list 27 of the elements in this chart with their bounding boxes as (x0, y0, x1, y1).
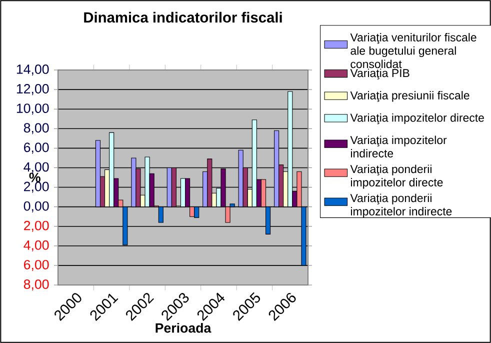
y-tick-label: 2,00 (24, 182, 49, 193)
bar (95, 140, 101, 208)
y-tick-label: 8,00 (24, 280, 49, 291)
bar (158, 206, 164, 223)
y-axis-title: % (29, 172, 40, 182)
y-tick-label: 6,00 (24, 142, 49, 154)
y-tick-label: 0,00 (24, 201, 49, 212)
chart-title: Dinamica indicatorilor fiscali (84, 12, 282, 23)
y-tick-label: 4,00 (24, 240, 49, 252)
legend-label: Variaţia veniturilor fiscale ale bugetului general consolidat (350, 33, 476, 68)
bar (252, 120, 257, 208)
y-tick-label: 4,00 (24, 162, 49, 174)
legend-label: Variaţia ponderii impozitelor directe (350, 164, 443, 189)
legend-label: Variaţia ponderii impozitelor indirecte (350, 194, 452, 218)
y-tick-label: 10,00 (16, 104, 49, 115)
y-tick-label: 14,00 (16, 64, 49, 76)
legend-label: Variaţia impozitelor directe (350, 113, 484, 124)
y-tick-label: 6,00 (24, 260, 49, 271)
legend-label: Variaţia PIB (350, 68, 410, 80)
y-tick-label: 8,00 (24, 123, 49, 134)
x-axis-title: Perioada (156, 322, 212, 333)
bar (274, 130, 280, 208)
y-tick-label: 12,00 (16, 84, 49, 96)
bar (171, 167, 176, 208)
legend-label: Variaţia presiunii fiscale (350, 91, 470, 102)
legend-label: Variaţia impozitelor indirecte (350, 136, 447, 158)
y-tick-label: 2,00 (24, 220, 49, 232)
